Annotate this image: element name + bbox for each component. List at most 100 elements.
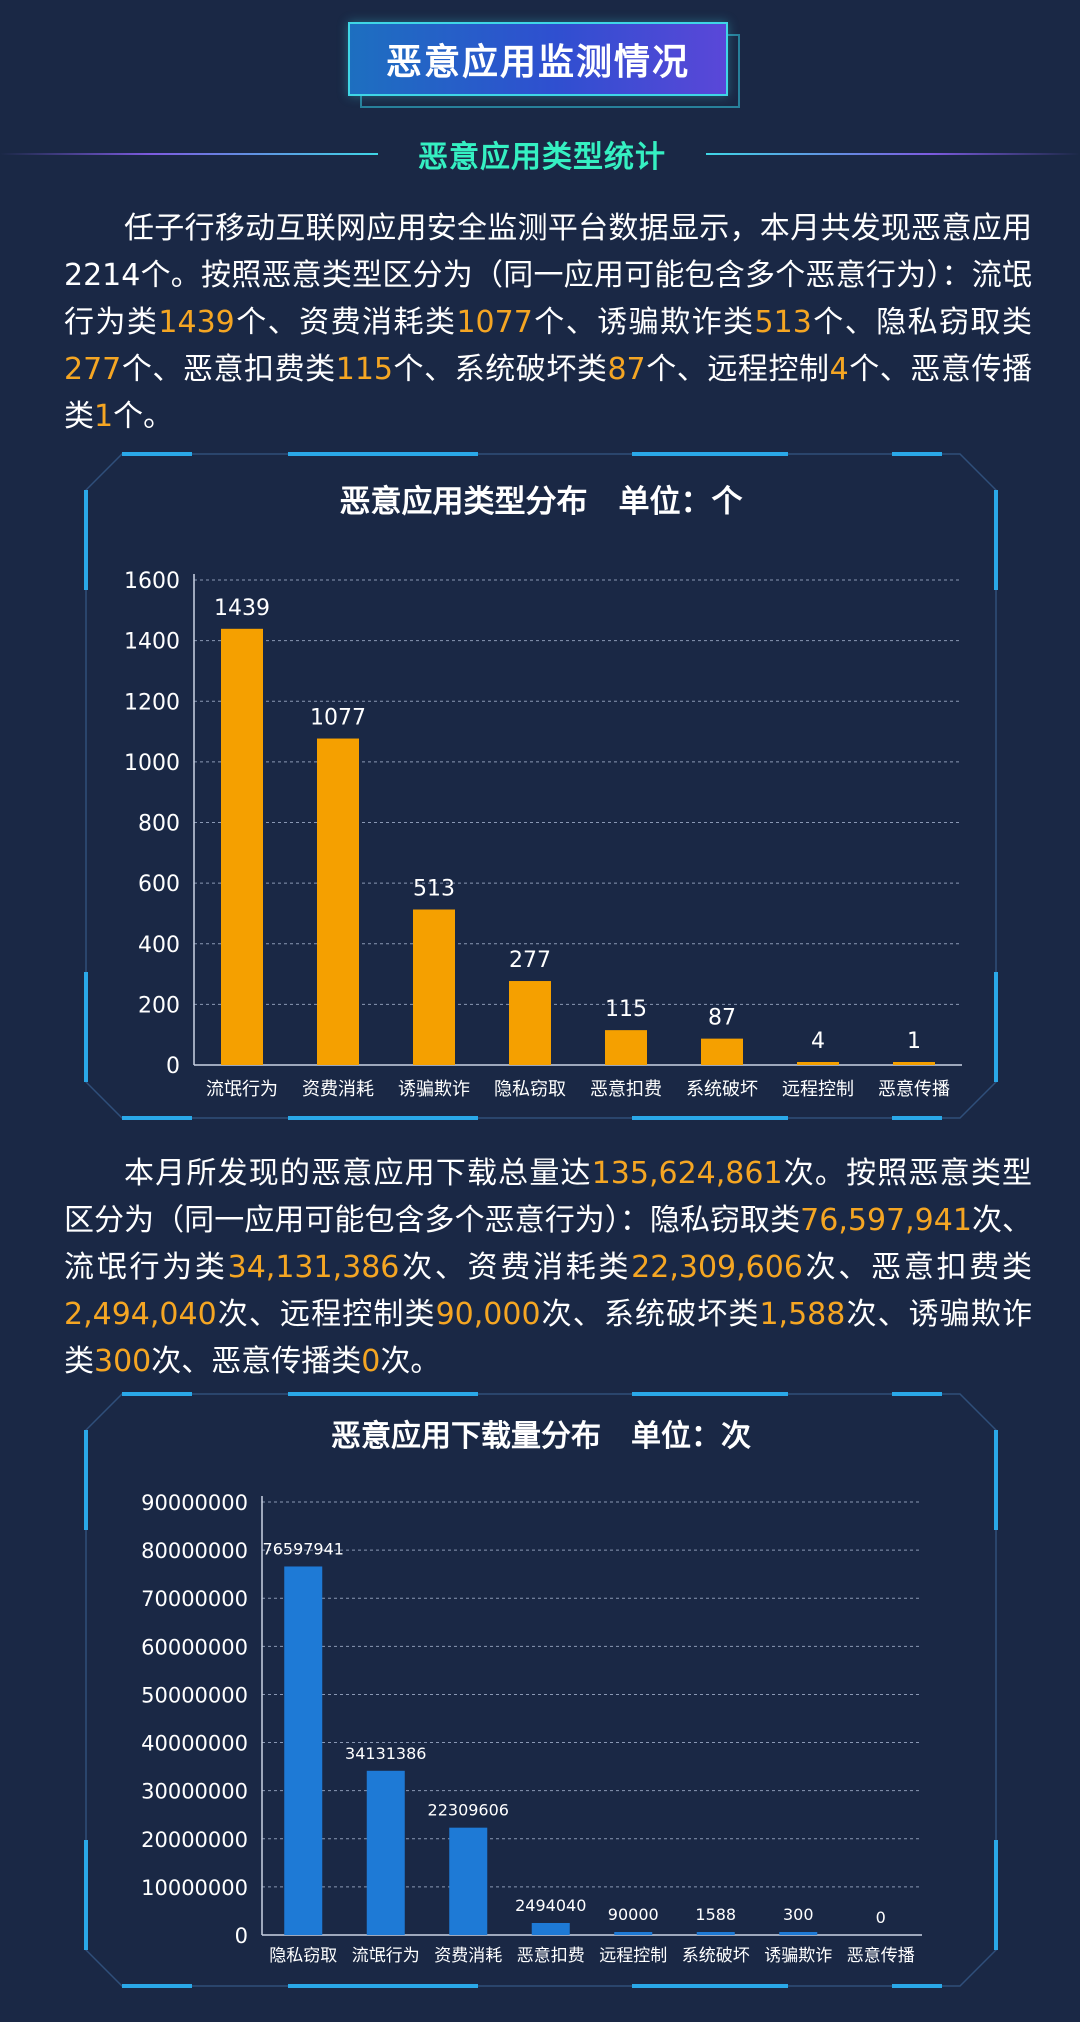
x-tick-label: 隐私窃取 — [269, 1946, 337, 1966]
x-tick-label: 系统破坏 — [682, 1946, 750, 1966]
bar-value-label: 2494040 — [515, 1896, 586, 1915]
highlight-number: 277 — [64, 352, 122, 387]
highlight-number: 2,494,040 — [64, 1297, 217, 1332]
y-tick-label: 400 — [138, 933, 180, 958]
highlight-number: 22,309,606 — [631, 1250, 803, 1285]
y-tick-label: 0 — [166, 1054, 180, 1079]
x-tick-label: 恶意传播 — [878, 1079, 950, 1100]
bar-value-label: 4 — [811, 1029, 825, 1054]
y-tick-label: 80000000 — [141, 1539, 248, 1563]
paragraph-text: 次、诱骗欺诈类 — [64, 1297, 1033, 1379]
y-tick-label: 1200 — [124, 690, 180, 715]
highlight-number: 87 — [607, 352, 646, 387]
y-tick-label: 1400 — [124, 630, 180, 655]
bar-value-label: 90000 — [608, 1905, 659, 1924]
bar-value-label: 1077 — [310, 706, 366, 731]
paragraph-text: 次、系统破坏类 — [540, 1297, 760, 1332]
highlight-number: 76,597,941 — [800, 1203, 972, 1238]
bar — [509, 981, 551, 1065]
page-title: 恶意应用监测情况 — [348, 22, 728, 96]
bar-value-label: 0 — [876, 1908, 886, 1927]
paragraph-text: 个。 — [113, 399, 174, 434]
highlight-number: 300 — [94, 1344, 152, 1379]
bar — [317, 738, 359, 1065]
x-tick-label: 诱骗欺诈 — [764, 1946, 832, 1966]
y-tick-label: 1000 — [124, 751, 180, 776]
chart-decorative-frame — [84, 452, 998, 1120]
highlight-number: 90,000 — [435, 1297, 541, 1332]
paragraph-text: 次、资费消耗类 — [399, 1250, 632, 1285]
chart-frame-downloads: 恶意应用下载量分布 单位：次 0 10000000 20000000 30000000 4… — [82, 1390, 1000, 1990]
bar — [779, 1932, 818, 1935]
chart-types: 恶意应用类型分布 单位：个 0 200 400 600 800 1000 1200 1400 16… — [84, 452, 998, 1120]
highlight-number: 135,624,861 — [591, 1156, 783, 1191]
x-tick-label: 恶意扣费 — [590, 1079, 662, 1100]
paragraph-text: 次。 — [380, 1344, 441, 1379]
chart-decorative-frame — [84, 1392, 998, 1988]
bar-value-label: 34131386 — [345, 1744, 426, 1763]
y-tick-label: 0 — [235, 1924, 248, 1948]
x-tick-label: 恶意传播 — [847, 1946, 915, 1966]
bar-value-label: 1 — [907, 1029, 921, 1054]
paragraph-text: 个、远程控制 — [645, 352, 830, 387]
y-tick-label: 800 — [138, 812, 180, 837]
bar — [366, 1770, 405, 1935]
paragraph-text: 个、恶意扣费类 — [121, 352, 336, 387]
highlight-number: 1,588 — [759, 1297, 846, 1332]
bar-value-label: 513 — [413, 876, 455, 901]
y-tick-label: 10000000 — [141, 1876, 248, 1900]
highlight-number: 513 — [754, 305, 812, 340]
paragraph-text: 次、恶意传播类 — [151, 1344, 362, 1379]
chart-title: 恶意应用下载量分布 单位：次 — [331, 1419, 751, 1454]
paragraph-text: 次、远程控制类 — [216, 1297, 436, 1332]
bar-value-label: 76597941 — [263, 1539, 344, 1558]
bar — [696, 1932, 735, 1935]
bar — [449, 1827, 488, 1935]
x-tick-label: 隐私窃取 — [494, 1079, 566, 1100]
x-tick-label: 诱骗欺诈 — [398, 1079, 470, 1100]
paragraph-text: 次。按照恶意类型区分为（同一应用可能包含多个恶意行为）：隐私窃取类 — [64, 1156, 1033, 1238]
x-tick-label: 资费消耗 — [302, 1079, 374, 1100]
bar-value-label: 277 — [509, 948, 551, 973]
bar-value-label: 1439 — [214, 596, 270, 621]
highlight-number: 0 — [361, 1344, 381, 1379]
x-tick-label: 远程控制 — [599, 1946, 667, 1966]
paragraph-text: 本月所发现的恶意应用下载总量达 — [124, 1156, 592, 1191]
paragraph-text: 个、诱骗欺诈类 — [532, 305, 755, 340]
bar — [614, 1932, 653, 1935]
chart-title: 恶意应用类型分布 单位：个 — [340, 484, 743, 520]
bar-value-label: 115 — [605, 997, 647, 1022]
y-tick-label: 1600 — [124, 569, 180, 594]
x-tick-label: 资费消耗 — [434, 1946, 502, 1966]
y-tick-label: 30000000 — [141, 1780, 248, 1804]
x-tick-label: 流氓行为 — [352, 1946, 420, 1966]
summary-paragraph-downloads: 本月所发现的恶意应用下载总量达135,624,861次。按照恶意类型区分为（同一… — [64, 1150, 1032, 1385]
bar-value-label: 300 — [783, 1905, 814, 1924]
chart-frame-types: 恶意应用类型分布 单位：个 0 200 400 600 800 1000 1200 1400 16… — [82, 450, 1000, 1122]
paragraph-text: 个、恶意传播类 — [64, 352, 1033, 434]
highlight-number: 4 — [829, 352, 849, 387]
x-tick-label: 恶意扣费 — [517, 1946, 585, 1966]
bar — [413, 909, 455, 1065]
y-tick-label: 60000000 — [141, 1635, 248, 1659]
bar — [531, 1923, 570, 1935]
chart-downloads: 恶意应用下载量分布 单位：次 0 10000000 20000000 30000000 4… — [84, 1392, 998, 1988]
bar — [221, 628, 263, 1065]
bar — [605, 1030, 647, 1065]
x-tick-label: 远程控制 — [782, 1079, 854, 1100]
y-tick-label: 20000000 — [141, 1828, 248, 1852]
highlight-number: 1 — [94, 399, 114, 434]
x-tick-label: 系统破坏 — [686, 1079, 758, 1100]
highlight-number: 1439 — [158, 305, 235, 340]
y-tick-label: 40000000 — [141, 1732, 248, 1756]
section-subtitle: 恶意应用类型统计 — [418, 140, 666, 175]
summary-paragraph-types: 任子行移动互联网应用安全监测平台数据显示，本月共发现恶意应用2214个。按照恶意… — [64, 205, 1032, 440]
paragraph-text: 次、恶意扣费类 — [802, 1250, 1033, 1285]
highlight-number: 115 — [335, 352, 393, 387]
paragraph-text: 个、隐私窃取类 — [811, 305, 1033, 340]
bar-value-label: 22309606 — [428, 1801, 509, 1820]
bar — [701, 1038, 743, 1065]
subtitle-divider-left — [0, 153, 378, 155]
y-tick-label: 90000000 — [141, 1491, 248, 1515]
y-tick-label: 50000000 — [141, 1683, 248, 1707]
